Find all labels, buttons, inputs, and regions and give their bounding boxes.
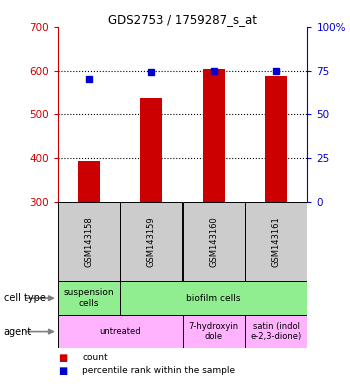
Text: GSM143160: GSM143160 xyxy=(209,216,218,267)
Text: cell type: cell type xyxy=(4,293,46,303)
Title: GDS2753 / 1759287_s_at: GDS2753 / 1759287_s_at xyxy=(108,13,257,26)
Text: satin (indol
e-2,3-dione): satin (indol e-2,3-dione) xyxy=(251,322,302,341)
FancyBboxPatch shape xyxy=(183,202,245,281)
FancyBboxPatch shape xyxy=(58,315,183,348)
Bar xyxy=(78,161,100,202)
Text: percentile rank within the sample: percentile rank within the sample xyxy=(82,366,235,375)
Text: 7-hydroxyin
dole: 7-hydroxyin dole xyxy=(189,322,239,341)
Text: untreated: untreated xyxy=(99,327,141,336)
Text: agent: agent xyxy=(4,326,32,337)
FancyBboxPatch shape xyxy=(120,281,307,315)
Bar xyxy=(203,69,225,202)
Bar xyxy=(265,76,287,202)
FancyBboxPatch shape xyxy=(58,281,120,315)
Text: GSM143158: GSM143158 xyxy=(84,216,93,267)
FancyBboxPatch shape xyxy=(183,315,245,348)
Text: suspension
cells: suspension cells xyxy=(64,288,114,308)
FancyBboxPatch shape xyxy=(120,202,182,281)
FancyBboxPatch shape xyxy=(245,202,307,281)
Text: GSM143161: GSM143161 xyxy=(272,216,281,267)
Text: biofilm cells: biofilm cells xyxy=(187,294,241,303)
FancyBboxPatch shape xyxy=(58,202,120,281)
Text: ■: ■ xyxy=(58,366,67,376)
Text: count: count xyxy=(82,353,108,362)
Bar xyxy=(140,98,162,202)
Text: GSM143159: GSM143159 xyxy=(147,216,156,267)
FancyBboxPatch shape xyxy=(245,315,307,348)
Text: ■: ■ xyxy=(58,353,67,363)
